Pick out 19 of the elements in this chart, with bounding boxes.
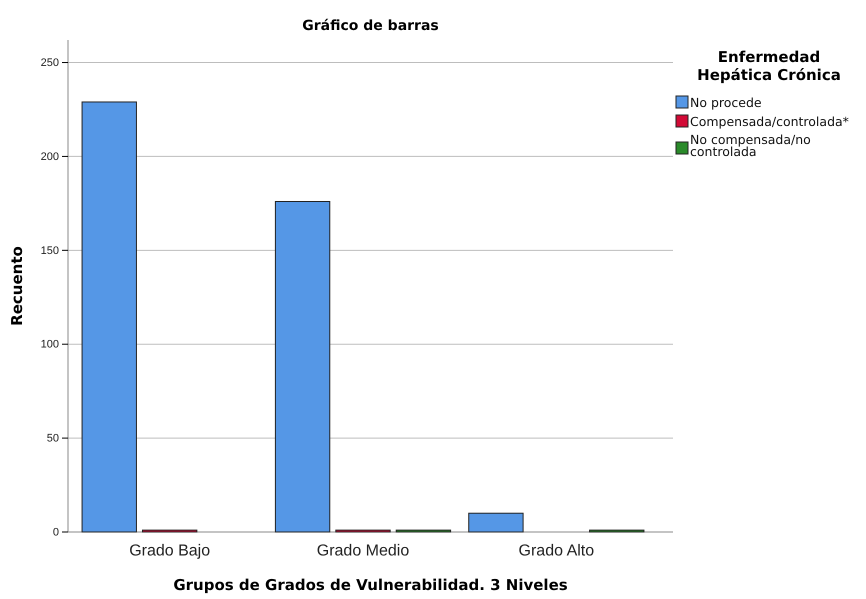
y-tick-label: 150 [40,244,59,257]
bar [468,512,524,532]
x-tick-label: Grado Medio [316,542,410,560]
x-tick-label: Grado Alto [518,542,594,560]
chart-title: Gráfico de barras [302,18,439,34]
y-tick-label: 100 [40,338,59,351]
y-tick-label: 250 [40,57,59,70]
x-tick-label: Grado Bajo [129,542,210,560]
y-tick-label: 200 [40,150,59,163]
legend-title: Enfermedad Hepática Crónica [697,48,841,84]
legend-label: No procede [690,95,762,110]
legend-label: Compensada/controlada* [690,114,849,129]
legend-label: No compensada/no controlada [690,132,811,159]
y-tick-label: 0 [52,526,59,539]
y-axis-title: Recuento [8,246,26,326]
bar [82,101,137,532]
bar [274,200,330,532]
x-axis-title: Grupos de Grados de Vulnerabilidad. 3 Niveles [173,576,568,594]
y-tick-label: 50 [46,432,59,445]
